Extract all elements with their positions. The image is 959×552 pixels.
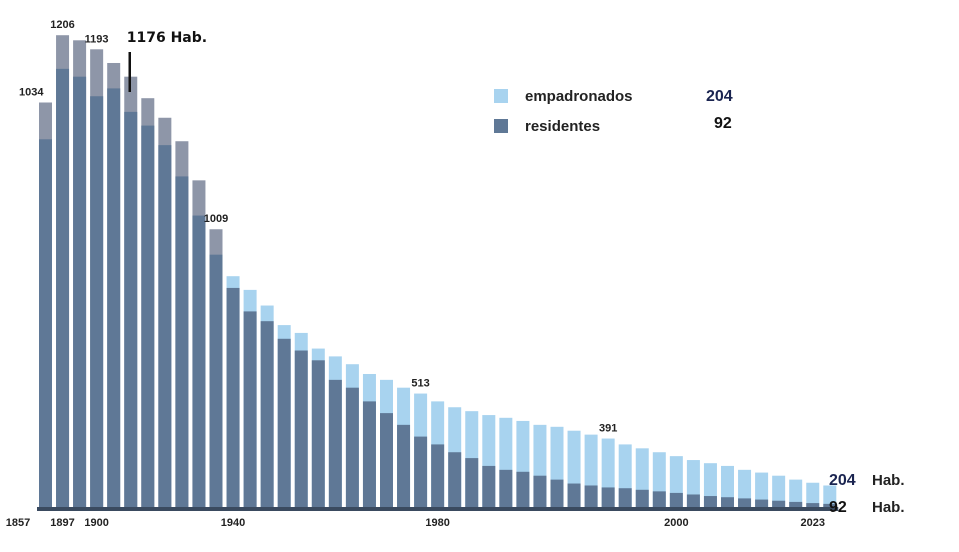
x-tick-label: 2000: [664, 517, 688, 529]
empadronados-bar: [755, 472, 769, 507]
x-tick-labels: 1857 1897 1900 1940 1980 2000 2023: [6, 517, 825, 529]
data-label: 1193: [85, 33, 109, 45]
x-axis-line: [37, 507, 839, 511]
residentes-bar: [482, 465, 496, 507]
residentes-bar: [618, 488, 632, 507]
data-label: 1206: [50, 19, 74, 31]
data-label: 1034: [19, 86, 44, 98]
residentes-bar: [192, 215, 206, 507]
residentes-bar: [652, 491, 666, 507]
empadronados-bar: [772, 475, 786, 507]
residentes-bar: [73, 76, 87, 508]
legend-swatch: [494, 119, 508, 133]
legend-value: 204: [706, 88, 733, 105]
residentes-bar: [397, 424, 411, 507]
end-unit: Hab.: [872, 499, 905, 516]
x-tick-label: 1897: [50, 517, 74, 529]
callout: 1176 Hab.: [127, 30, 207, 92]
x-tick-label: 2023: [801, 517, 825, 529]
x-tick-label: 1857: [6, 517, 30, 529]
residentes-bar: [277, 338, 291, 507]
residentes-bar: [328, 379, 342, 507]
x-axis: [37, 507, 839, 511]
residentes-bar: [789, 501, 803, 507]
residentes-bar: [772, 500, 786, 507]
empadronados-bar: [789, 479, 803, 507]
legend-value: 92: [714, 115, 732, 132]
residentes-bar: [448, 452, 462, 507]
empadronados-bar: [721, 465, 734, 507]
end-unit: Hab.: [872, 472, 905, 489]
residentes-bar: [635, 489, 649, 507]
legend: empadronados 204 residentes 92: [494, 88, 733, 135]
residentes-bar: [158, 145, 172, 507]
residentes-bar: [39, 139, 52, 507]
residentes-bar: [107, 88, 121, 507]
residentes-bars: [39, 68, 837, 508]
residentes-bar: [533, 475, 547, 507]
callout-label: 1176 Hab.: [127, 30, 207, 46]
residentes-bar: [141, 125, 155, 507]
residentes-bar: [499, 469, 513, 507]
residentes-bar: [823, 503, 837, 507]
residentes-bar: [226, 287, 240, 507]
x-tick-label: 1900: [84, 517, 108, 529]
residentes-bar: [175, 176, 189, 507]
data-label: 391: [599, 423, 617, 435]
residentes-bar: [56, 68, 70, 507]
data-label: 513: [411, 378, 429, 390]
residentes-bar: [311, 360, 325, 507]
residentes-bar: [431, 444, 445, 507]
empadronados-bar: [738, 469, 752, 507]
residentes-bar: [465, 458, 479, 507]
x-tick-label: 1940: [221, 517, 245, 529]
residentes-bar: [209, 254, 223, 507]
residentes-bar: [686, 494, 700, 507]
residentes-bar: [124, 111, 138, 507]
residentes-bar: [550, 479, 564, 507]
end-value: 204: [829, 472, 856, 489]
residentes-bar: [584, 485, 598, 507]
empadronados-bar: [806, 482, 820, 507]
residentes-bar: [414, 436, 428, 507]
residentes-bar: [721, 497, 734, 507]
data-label: 1009: [204, 213, 228, 225]
x-tick-label: 1980: [425, 517, 449, 529]
residentes-bar: [380, 413, 393, 507]
end-labels: 204 Hab. 92 Hab.: [829, 472, 905, 516]
residentes-bar: [669, 492, 683, 507]
empadronados-bar: [823, 485, 837, 507]
residentes-bar: [345, 387, 359, 507]
residentes-bar: [516, 471, 530, 507]
legend-swatch: [494, 89, 508, 103]
end-value: 92: [829, 499, 847, 516]
residentes-bar: [601, 487, 615, 507]
residentes-bar: [755, 499, 769, 507]
legend-label: residentes: [525, 118, 600, 135]
residentes-bar: [738, 498, 752, 507]
residentes-bar: [362, 401, 376, 507]
residentes-bar: [703, 496, 717, 507]
residentes-bar: [294, 350, 308, 507]
data-labels: 1034 1206 1193 1009 513 391: [19, 19, 617, 434]
residentes-bar: [90, 96, 104, 508]
residentes-bar: [243, 311, 257, 507]
residentes-bar: [806, 503, 820, 507]
residentes-bar: [567, 483, 581, 507]
legend-label: empadronados: [525, 88, 633, 105]
residentes-bar: [260, 321, 274, 507]
